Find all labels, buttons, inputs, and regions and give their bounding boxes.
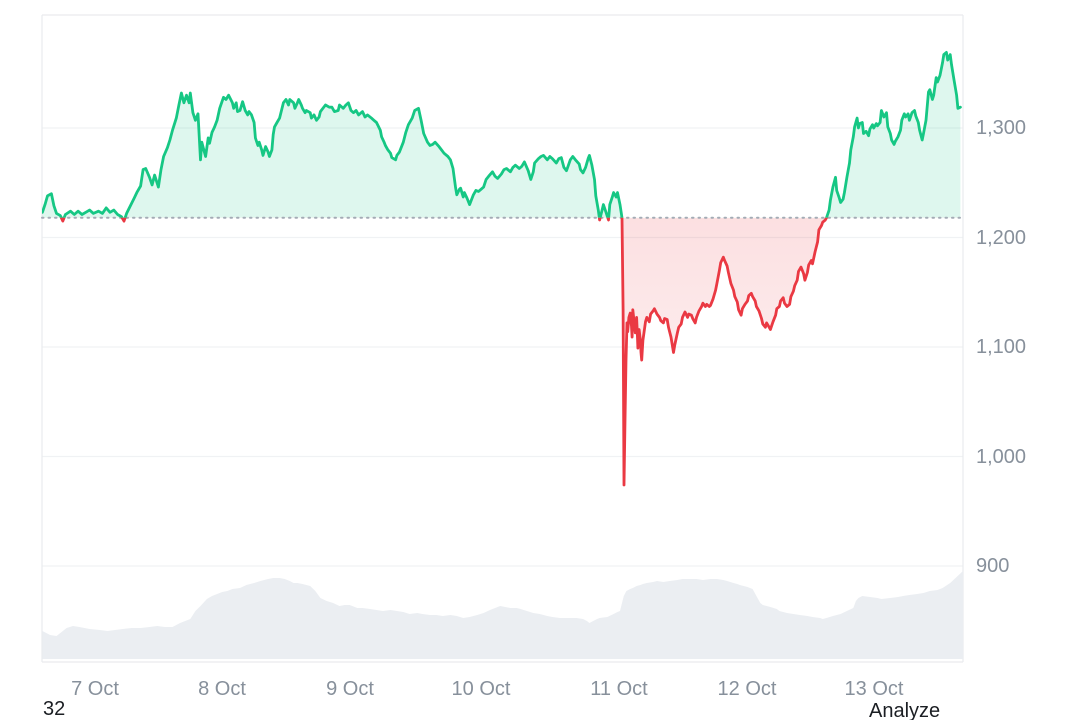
x-axis-label: 11 Oct xyxy=(590,678,648,700)
price-line-up xyxy=(42,51,962,218)
x-axis-label: 10 Oct xyxy=(451,678,511,700)
page-footer-number: 32 xyxy=(43,698,66,720)
y-axis-label: 1,100 xyxy=(976,336,1027,358)
price-area-above xyxy=(42,52,961,218)
x-axis-label: 12 Oct xyxy=(717,678,777,700)
y-axis-label: 1,200 xyxy=(976,226,1027,249)
y-axis-label: 1,000 xyxy=(976,445,1027,468)
x-axis-label: 8 Oct xyxy=(198,678,246,700)
x-axis-label: 9 Oct xyxy=(326,678,374,700)
x-axis-label: 7 Oct xyxy=(71,678,119,700)
y-axis-label: 900 xyxy=(976,555,1010,577)
x-axis-label: 13 Oct xyxy=(844,678,904,700)
volume-area xyxy=(42,571,963,659)
analyze-button[interactable]: Analyze xyxy=(869,700,941,720)
y-axis-label: 1,300 xyxy=(976,117,1027,139)
